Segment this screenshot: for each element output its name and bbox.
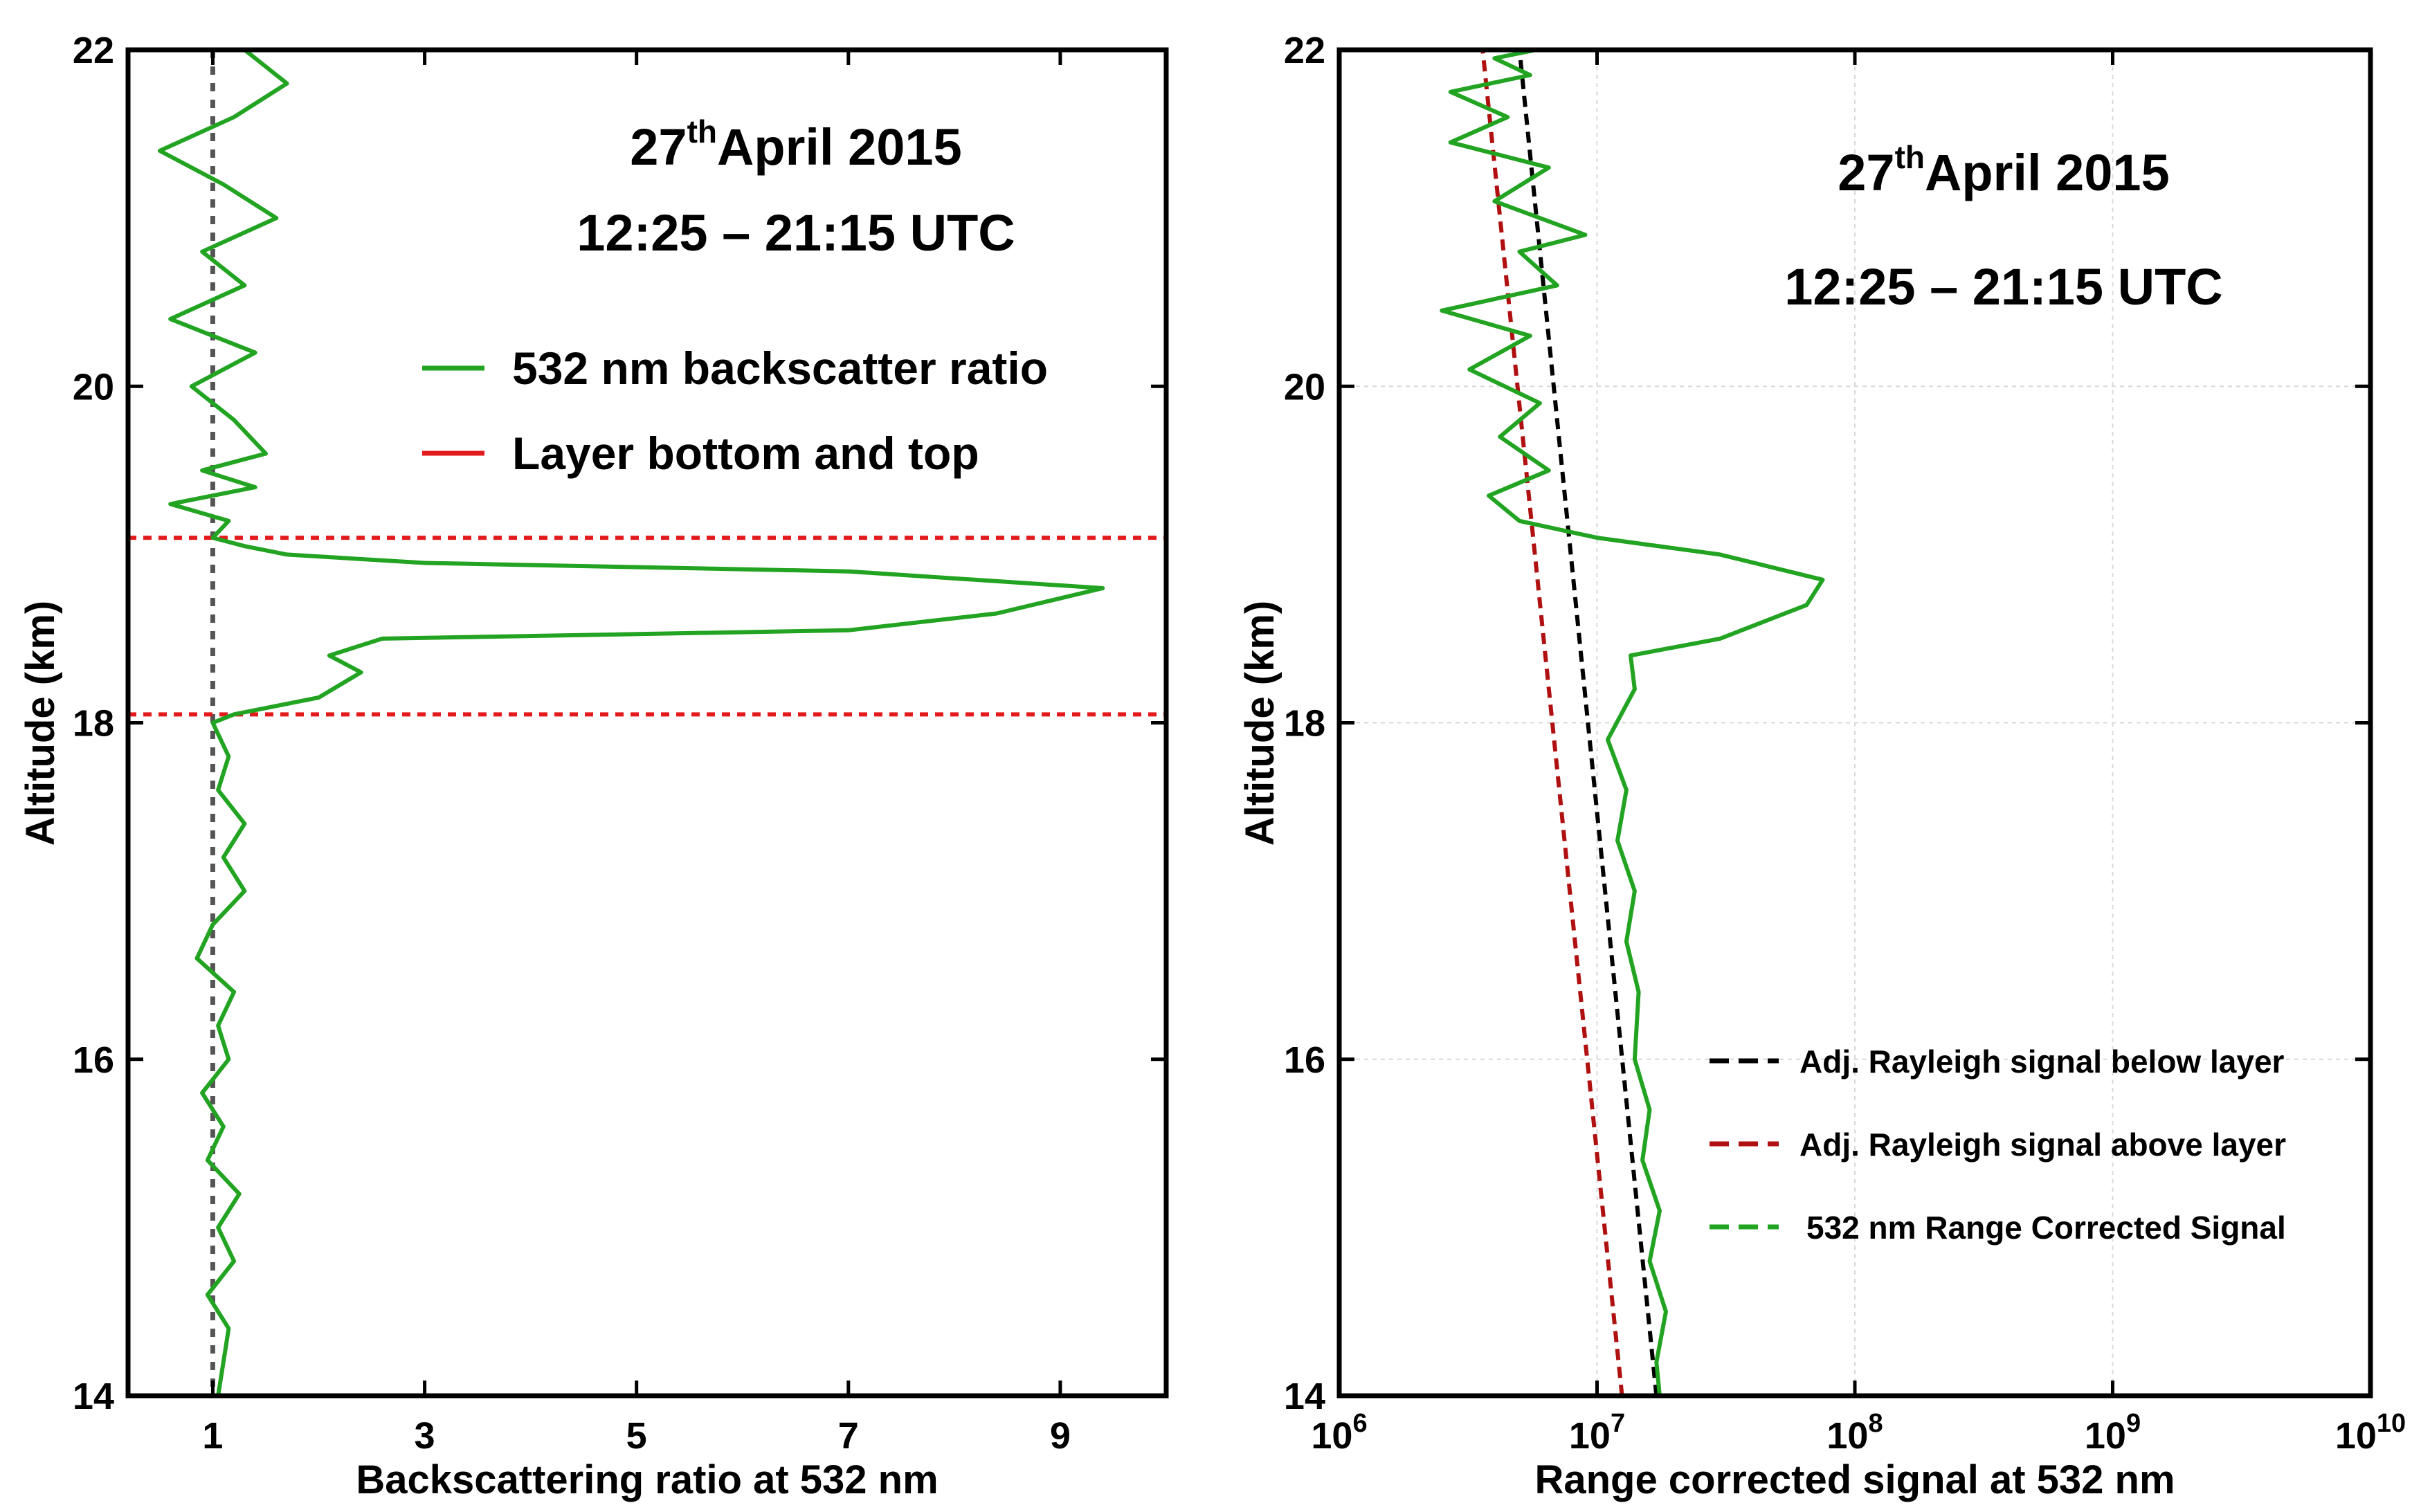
right-subtitle: 12:25 – 21:15 UTC — [1784, 258, 2222, 316]
right-legend-label-above: Adj. Rayleigh signal above layer — [1799, 1127, 2286, 1163]
right-legend: Adj. Rayleigh signal below layer Adj. Ra… — [1710, 1044, 2286, 1246]
left-y-tick-label-3: 20 — [73, 366, 114, 408]
right-series-lines — [1440, 48, 1825, 1396]
right-x-tick-label-4: 1010 — [2335, 1409, 2406, 1457]
left-x-axis-label: Backscattering ratio at 532 nm — [356, 1457, 938, 1502]
left-legend-label-ratio: 532 nm backscatter ratio — [512, 343, 1048, 394]
right-x-tick-label-1: 107 — [1569, 1409, 1625, 1457]
left-ticks: 14 16 18 20 22 1 3 5 7 9 — [73, 30, 1166, 1457]
right-x-axis-label: Range corrected signal at 532 nm — [1534, 1457, 2175, 1502]
right-legend-label-below: Adj. Rayleigh signal below layer — [1799, 1044, 2285, 1080]
left-x-tick-label-3: 7 — [838, 1415, 859, 1457]
left-series-0 — [157, 48, 1105, 1396]
right-y-tick-label-2: 18 — [1284, 703, 1325, 745]
left-title-rest: April 2015 — [717, 118, 962, 176]
left-title-superscript: th — [687, 113, 717, 149]
right-grid — [1339, 50, 2370, 1396]
left-x-tick-label-1: 3 — [415, 1415, 435, 1457]
left-title: 27thApril 2015 — [630, 113, 961, 176]
right-title-rest: April 2015 — [1925, 144, 2170, 201]
left-legend-label-layer: Layer bottom and top — [512, 428, 979, 479]
right-y-axis-label: Altitude (km) — [1237, 601, 1282, 846]
right-chart: 14 16 18 20 22 106 107 108 109 1010 27thApril 201… — [1237, 30, 2406, 1502]
right-series-1 — [1480, 49, 1624, 1396]
right-legend-label-signal: 532 nm Range Corrected Signal — [1806, 1210, 2286, 1246]
left-chart: 14 16 18 20 22 1 3 5 7 9 27thApril 2015 12:25 – 2… — [18, 30, 1169, 1502]
left-y-tick-label-2: 18 — [73, 703, 114, 745]
right-x-tick-label-0: 106 — [1311, 1409, 1367, 1457]
right-ticks: 14 16 18 20 22 106 107 108 109 1010 — [1284, 30, 2406, 1457]
right-series-0 — [1517, 49, 1659, 1396]
left-legend: 532 nm backscatter ratio Layer bottom an… — [422, 343, 1048, 479]
right-x-tick-label-2: 108 — [1826, 1409, 1883, 1457]
right-x-tick-label-3: 109 — [2085, 1409, 2141, 1457]
left-y-axis-label: Altitude (km) — [18, 601, 63, 846]
right-y-tick-label-0: 14 — [1284, 1376, 1325, 1417]
right-series-2 — [1440, 48, 1825, 1396]
left-reference-lines — [128, 50, 1166, 1396]
right-y-tick-label-1: 16 — [1284, 1039, 1325, 1081]
left-y-tick-label-0: 14 — [73, 1376, 114, 1417]
right-y-tick-label-4: 22 — [1284, 30, 1325, 71]
left-x-tick-label-4: 9 — [1050, 1415, 1071, 1457]
right-title-superscript: th — [1895, 139, 1925, 175]
right-y-tick-label-3: 20 — [1284, 366, 1325, 408]
right-title: 27thApril 2015 — [1838, 139, 2169, 201]
left-subtitle: 12:25 – 21:15 UTC — [577, 204, 1015, 262]
left-x-tick-label-2: 5 — [626, 1415, 647, 1457]
left-y-tick-label-4: 22 — [73, 30, 114, 71]
left-x-tick-label-0: 1 — [202, 1415, 223, 1457]
left-y-tick-label-1: 16 — [73, 1039, 114, 1081]
left-series-lines — [157, 48, 1105, 1396]
